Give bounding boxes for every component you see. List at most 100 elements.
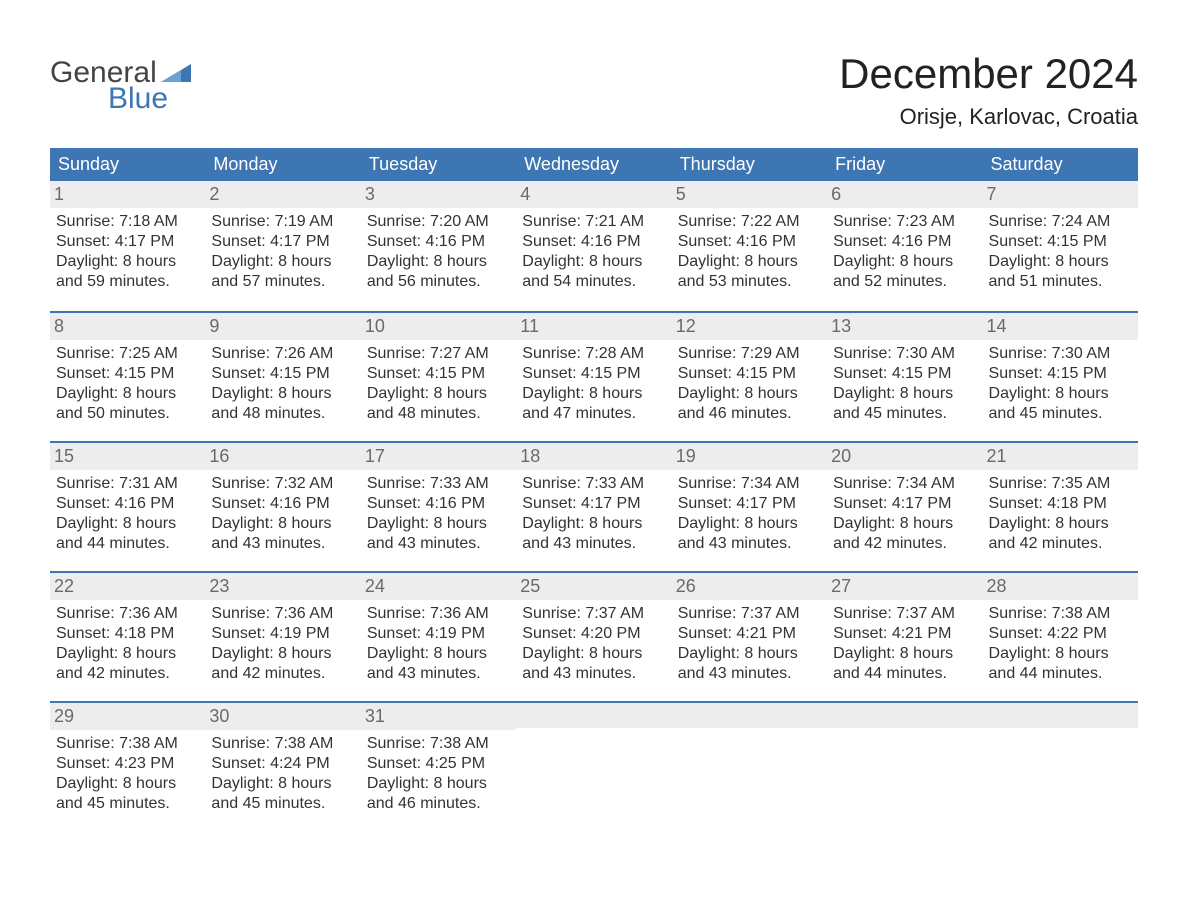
- dl1-text: Daylight: 8 hours: [367, 384, 510, 404]
- day-cell: [827, 703, 982, 829]
- dl2-text: and 59 minutes.: [56, 272, 199, 292]
- sunset-text: Sunset: 4:15 PM: [211, 364, 354, 384]
- sunrise-text: Sunrise: 7:20 AM: [367, 212, 510, 232]
- sunset-text: Sunset: 4:22 PM: [989, 624, 1132, 644]
- sunset-text: Sunset: 4:17 PM: [56, 232, 199, 252]
- week-row: 15Sunrise: 7:31 AMSunset: 4:16 PMDayligh…: [50, 441, 1138, 569]
- calendar: Sunday Monday Tuesday Wednesday Thursday…: [50, 148, 1138, 829]
- sunrise-text: Sunrise: 7:19 AM: [211, 212, 354, 232]
- day-cell: 30Sunrise: 7:38 AMSunset: 4:24 PMDayligh…: [205, 703, 360, 829]
- dl1-text: Daylight: 8 hours: [522, 384, 665, 404]
- day-number: 25: [516, 573, 671, 600]
- dl1-text: Daylight: 8 hours: [367, 774, 510, 794]
- sunset-text: Sunset: 4:16 PM: [367, 232, 510, 252]
- dl1-text: Daylight: 8 hours: [833, 252, 976, 272]
- dl2-text: and 43 minutes.: [522, 534, 665, 554]
- day-cell: 21Sunrise: 7:35 AMSunset: 4:18 PMDayligh…: [983, 443, 1138, 569]
- sunrise-text: Sunrise: 7:38 AM: [56, 734, 199, 754]
- weekday-header: Wednesday: [516, 148, 671, 181]
- dl1-text: Daylight: 8 hours: [211, 384, 354, 404]
- weekday-header: Sunday: [50, 148, 205, 181]
- day-cell: 20Sunrise: 7:34 AMSunset: 4:17 PMDayligh…: [827, 443, 982, 569]
- day-number: 30: [205, 703, 360, 730]
- dl1-text: Daylight: 8 hours: [678, 514, 821, 534]
- sunset-text: Sunset: 4:16 PM: [522, 232, 665, 252]
- dl2-text: and 43 minutes.: [522, 664, 665, 684]
- dl2-text: and 57 minutes.: [211, 272, 354, 292]
- sunrise-text: Sunrise: 7:21 AM: [522, 212, 665, 232]
- day-cell: 24Sunrise: 7:36 AMSunset: 4:19 PMDayligh…: [361, 573, 516, 699]
- dl1-text: Daylight: 8 hours: [678, 384, 821, 404]
- day-number: 20: [827, 443, 982, 470]
- day-cell: 19Sunrise: 7:34 AMSunset: 4:17 PMDayligh…: [672, 443, 827, 569]
- day-cell: 2Sunrise: 7:19 AMSunset: 4:17 PMDaylight…: [205, 181, 360, 309]
- day-number: 11: [516, 313, 671, 340]
- day-cell: 29Sunrise: 7:38 AMSunset: 4:23 PMDayligh…: [50, 703, 205, 829]
- sunrise-text: Sunrise: 7:34 AM: [833, 474, 976, 494]
- day-number: 29: [50, 703, 205, 730]
- dl2-text: and 50 minutes.: [56, 404, 199, 424]
- sunset-text: Sunset: 4:15 PM: [56, 364, 199, 384]
- day-number: 10: [361, 313, 516, 340]
- dl1-text: Daylight: 8 hours: [522, 644, 665, 664]
- dl1-text: Daylight: 8 hours: [56, 384, 199, 404]
- sunset-text: Sunset: 4:21 PM: [833, 624, 976, 644]
- dl2-text: and 51 minutes.: [989, 272, 1132, 292]
- weekday-header-row: Sunday Monday Tuesday Wednesday Thursday…: [50, 148, 1138, 181]
- day-number: 31: [361, 703, 516, 730]
- day-number: 21: [983, 443, 1138, 470]
- dl1-text: Daylight: 8 hours: [367, 252, 510, 272]
- day-cell: 28Sunrise: 7:38 AMSunset: 4:22 PMDayligh…: [983, 573, 1138, 699]
- day-cell: 8Sunrise: 7:25 AMSunset: 4:15 PMDaylight…: [50, 313, 205, 439]
- dl1-text: Daylight: 8 hours: [211, 514, 354, 534]
- dl1-text: Daylight: 8 hours: [678, 644, 821, 664]
- sunrise-text: Sunrise: 7:29 AM: [678, 344, 821, 364]
- day-number: 26: [672, 573, 827, 600]
- sunrise-text: Sunrise: 7:36 AM: [367, 604, 510, 624]
- sunrise-text: Sunrise: 7:38 AM: [367, 734, 510, 754]
- dl2-text: and 47 minutes.: [522, 404, 665, 424]
- day-number: 18: [516, 443, 671, 470]
- dl2-text: and 45 minutes.: [833, 404, 976, 424]
- day-cell: 1Sunrise: 7:18 AMSunset: 4:17 PMDaylight…: [50, 181, 205, 309]
- week-row: 1Sunrise: 7:18 AMSunset: 4:17 PMDaylight…: [50, 181, 1138, 309]
- sunset-text: Sunset: 4:18 PM: [989, 494, 1132, 514]
- day-number: 6: [827, 181, 982, 208]
- sunrise-text: Sunrise: 7:33 AM: [522, 474, 665, 494]
- sunrise-text: Sunrise: 7:30 AM: [833, 344, 976, 364]
- day-cell: 31Sunrise: 7:38 AMSunset: 4:25 PMDayligh…: [361, 703, 516, 829]
- day-cell: 3Sunrise: 7:20 AMSunset: 4:16 PMDaylight…: [361, 181, 516, 309]
- sunrise-text: Sunrise: 7:18 AM: [56, 212, 199, 232]
- day-number: 12: [672, 313, 827, 340]
- dl2-text: and 45 minutes.: [211, 794, 354, 814]
- sunset-text: Sunset: 4:21 PM: [678, 624, 821, 644]
- dl2-text: and 52 minutes.: [833, 272, 976, 292]
- day-cell: 22Sunrise: 7:36 AMSunset: 4:18 PMDayligh…: [50, 573, 205, 699]
- dl2-text: and 43 minutes.: [678, 534, 821, 554]
- day-cell: 13Sunrise: 7:30 AMSunset: 4:15 PMDayligh…: [827, 313, 982, 439]
- sunset-text: Sunset: 4:24 PM: [211, 754, 354, 774]
- day-number-bar-empty: [672, 703, 827, 728]
- dl1-text: Daylight: 8 hours: [678, 252, 821, 272]
- sunset-text: Sunset: 4:19 PM: [367, 624, 510, 644]
- day-cell: 23Sunrise: 7:36 AMSunset: 4:19 PMDayligh…: [205, 573, 360, 699]
- dl2-text: and 42 minutes.: [211, 664, 354, 684]
- day-number: 24: [361, 573, 516, 600]
- day-cell: 10Sunrise: 7:27 AMSunset: 4:15 PMDayligh…: [361, 313, 516, 439]
- sunset-text: Sunset: 4:15 PM: [833, 364, 976, 384]
- sunrise-text: Sunrise: 7:24 AM: [989, 212, 1132, 232]
- sunrise-text: Sunrise: 7:38 AM: [989, 604, 1132, 624]
- weekday-header: Monday: [205, 148, 360, 181]
- dl2-text: and 43 minutes.: [211, 534, 354, 554]
- weekday-header: Thursday: [672, 148, 827, 181]
- dl1-text: Daylight: 8 hours: [989, 514, 1132, 534]
- dl1-text: Daylight: 8 hours: [833, 644, 976, 664]
- weekday-header: Saturday: [983, 148, 1138, 181]
- day-cell: 27Sunrise: 7:37 AMSunset: 4:21 PMDayligh…: [827, 573, 982, 699]
- dl2-text: and 53 minutes.: [678, 272, 821, 292]
- dl2-text: and 42 minutes.: [833, 534, 976, 554]
- dl1-text: Daylight: 8 hours: [833, 384, 976, 404]
- sunrise-text: Sunrise: 7:28 AM: [522, 344, 665, 364]
- day-cell: 12Sunrise: 7:29 AMSunset: 4:15 PMDayligh…: [672, 313, 827, 439]
- dl1-text: Daylight: 8 hours: [56, 644, 199, 664]
